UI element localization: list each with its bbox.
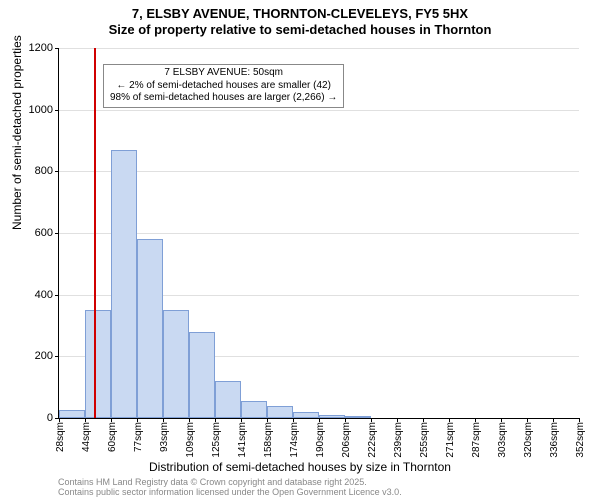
grid-line [59,110,579,111]
ytick-mark [55,295,59,296]
xtick-label: 44sqm [81,422,92,452]
xtick-label: 174sqm [289,422,300,458]
xtick-label: 303sqm [497,422,508,458]
callout-line3: 98% of semi-detached houses are larger (… [110,92,337,105]
histogram-bar [267,406,293,418]
ytick-mark [55,233,59,234]
xtick-label: 125sqm [211,422,222,458]
histogram-bar [189,332,215,418]
xtick-label: 352sqm [575,422,586,458]
histogram-bar [319,415,345,418]
xtick-label: 93sqm [159,422,170,452]
x-axis-label: Distribution of semi-detached houses by … [0,460,600,474]
xtick-label: 28sqm [55,422,66,452]
xtick-label: 320sqm [523,422,534,458]
xtick-label: 287sqm [471,422,482,458]
xtick-label: 239sqm [393,422,404,458]
page-subtitle: Size of property relative to semi-detach… [0,22,600,38]
ytick-mark [55,48,59,49]
ytick-label: 200 [35,350,53,362]
xtick-label: 271sqm [445,422,456,458]
xtick-label: 158sqm [263,422,274,458]
ytick-label: 600 [35,227,53,239]
ytick-mark [55,171,59,172]
grid-line [59,233,579,234]
histogram-bar [163,310,189,418]
ytick-mark [55,110,59,111]
histogram-bar [215,381,241,418]
ytick-label: 0 [47,412,53,424]
histogram-bar [241,401,267,418]
ytick-mark [55,356,59,357]
xtick-label: 60sqm [107,422,118,452]
xtick-label: 190sqm [315,422,326,458]
histogram-bar [293,412,319,418]
callout-line1: 7 ELSBY AVENUE: 50sqm [110,67,337,80]
ytick-label: 1000 [29,104,53,116]
histogram-chart: 02004006008001000120028sqm44sqm60sqm77sq… [58,48,579,419]
xtick-label: 141sqm [237,422,248,458]
xtick-label: 206sqm [341,422,352,458]
y-axis-label: Number of semi-detached properties [10,35,24,230]
ytick-label: 1200 [29,42,53,54]
histogram-bar [111,150,137,418]
footnote: Contains HM Land Registry data © Crown c… [58,478,402,498]
callout-box: 7 ELSBY AVENUE: 50sqm← 2% of semi-detach… [103,64,344,108]
ytick-label: 400 [35,289,53,301]
histogram-bar [137,239,163,418]
marker-line [94,48,96,418]
ytick-label: 800 [35,165,53,177]
xtick-label: 77sqm [133,422,144,452]
histogram-bar [345,416,371,418]
histogram-bar [85,310,111,418]
page-title: 7, ELSBY AVENUE, THORNTON-CLEVELEYS, FY5… [0,6,600,22]
xtick-label: 222sqm [367,422,378,458]
footnote-line2: Contains public sector information licen… [58,488,402,498]
grid-line [59,48,579,49]
xtick-label: 109sqm [185,422,196,458]
callout-line2: ← 2% of semi-detached houses are smaller… [110,80,337,93]
xtick-label: 255sqm [419,422,430,458]
xtick-label: 336sqm [549,422,560,458]
grid-line [59,171,579,172]
histogram-bar [59,410,85,418]
